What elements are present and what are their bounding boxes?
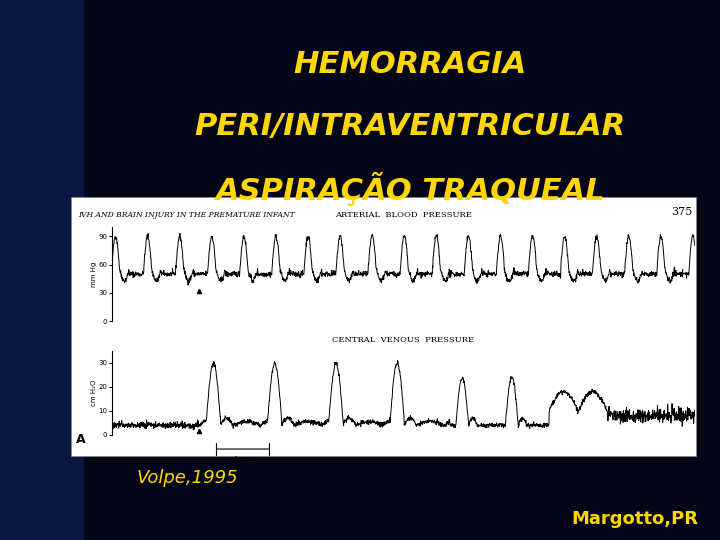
Y-axis label: cm H₂O: cm H₂O <box>91 380 97 406</box>
Bar <box>71 197 696 456</box>
Y-axis label: mm Hg: mm Hg <box>91 261 97 287</box>
Text: CENTRAL  VENOUS  PRESSURE: CENTRAL VENOUS PRESSURE <box>332 336 474 345</box>
Text: IVH AND BRAIN INJURY IN THE PREMATURE INFANT: IVH AND BRAIN INJURY IN THE PREMATURE IN… <box>78 211 294 219</box>
Text: Margotto,PR: Margotto,PR <box>572 510 698 528</box>
Text: Volpe,1995: Volpe,1995 <box>137 469 238 487</box>
Text: ARTERIAL  BLOOD  PRESSURE: ARTERIAL BLOOD PRESSURE <box>335 211 472 219</box>
Text: HEMORRAGIA: HEMORRAGIA <box>294 50 527 79</box>
Text: PERI/INTRAVENTRICULAR: PERI/INTRAVENTRICULAR <box>195 112 626 141</box>
Bar <box>0 0 83 540</box>
Text: 375: 375 <box>670 207 692 217</box>
Text: A: A <box>76 433 86 446</box>
Text: 1 sec: 1 sec <box>233 456 252 462</box>
Text: ASPIRAÇÃO TRAQUEAL: ASPIRAÇÃO TRAQUEAL <box>215 172 606 206</box>
